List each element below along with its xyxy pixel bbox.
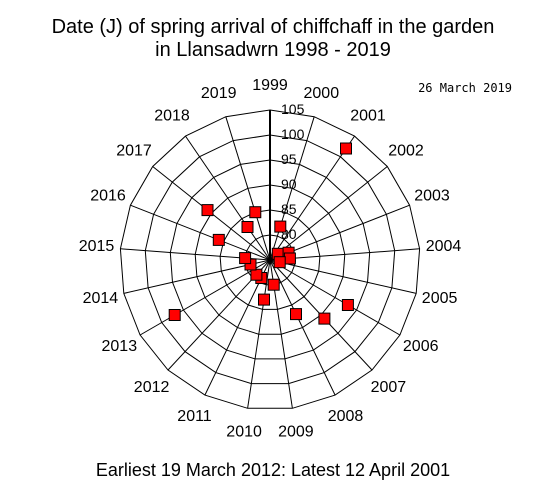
tick-label-105: 105: [281, 101, 305, 117]
marker-2015: [239, 252, 252, 265]
year-label-2011: 2011: [177, 408, 212, 425]
marker-2006: [341, 299, 354, 311]
spoke-2000: [269, 116, 315, 261]
marker-2005: [273, 256, 286, 269]
marker-2004: [283, 252, 296, 265]
marker-2009: [267, 278, 280, 291]
year-label-2016: 2016: [90, 188, 126, 205]
tick-label-95: 95: [281, 151, 297, 167]
spoke-2016: [130, 204, 271, 261]
spoke-2019: [225, 116, 271, 261]
year-label-2008: 2008: [328, 408, 364, 425]
chart-title-line-1: Date (J) of spring arrival of chiffchaff…: [52, 16, 495, 38]
year-label-2017: 2017: [116, 143, 152, 160]
data-markers: [168, 142, 354, 325]
grid-ring-2: [219, 209, 321, 310]
year-label-2014: 2014: [83, 290, 119, 307]
year-label-2019: 2019: [201, 85, 237, 102]
spoke-2001: [269, 135, 355, 261]
marker-2016: [212, 233, 225, 246]
date-stamp: 26 March 2019: [418, 81, 512, 95]
tick-label-100: 100: [281, 126, 305, 142]
year-label-2013: 2013: [102, 338, 138, 355]
year-label-2007: 2007: [371, 379, 407, 396]
year-label-2004: 2004: [426, 238, 462, 255]
grid-ring-6: [119, 109, 421, 409]
marker-2000: [274, 220, 287, 233]
marker-2012: [250, 268, 263, 281]
marker-2007: [318, 312, 331, 325]
grid-ring-4: [169, 159, 371, 360]
year-label-2005: 2005: [422, 290, 458, 307]
year-label-2003: 2003: [414, 188, 450, 205]
marker-2010: [258, 293, 270, 306]
marker-2001: [340, 142, 352, 155]
spoke-2006: [269, 259, 401, 336]
year-labels: 1999 2000 2001 2002 2003 2004 2005 2006 2007 2008…: [79, 77, 462, 440]
year-label-2012: 2012: [134, 379, 170, 396]
tick-label-85: 85: [281, 201, 297, 217]
spoke-2013: [139, 259, 271, 336]
chart-title-line-2: in Llansadwrn 1998 - 2019: [155, 39, 391, 61]
spoke-2010: [247, 259, 271, 409]
year-label-2015: 2015: [79, 238, 115, 255]
year-label-1999: 1999: [252, 77, 288, 94]
marker-2013: [168, 309, 181, 321]
polar-grid: [119, 109, 421, 409]
spoke-2005: [269, 259, 417, 294]
marker-2018: [241, 221, 254, 233]
marker-2008: [290, 308, 302, 321]
chart-footer: Earliest 19 March 2012: Latest 12 April …: [96, 460, 450, 480]
spoke-2008: [269, 259, 336, 396]
year-label-2006: 2006: [403, 338, 439, 355]
year-label-2001: 2001: [350, 107, 386, 124]
year-label-2010: 2010: [226, 423, 262, 440]
marker-2019: [249, 206, 262, 219]
year-label-2018: 2018: [154, 107, 190, 124]
grid-ring-5: [144, 134, 396, 385]
spoke-2002: [269, 166, 388, 261]
tick-label-90: 90: [281, 176, 297, 192]
spoke-2018: [185, 135, 271, 261]
year-label-2000: 2000: [304, 85, 340, 102]
grid-ring-3: [194, 184, 346, 335]
marker-2017: [201, 204, 214, 217]
year-label-2009: 2009: [278, 423, 314, 440]
year-label-2002: 2002: [388, 143, 424, 160]
